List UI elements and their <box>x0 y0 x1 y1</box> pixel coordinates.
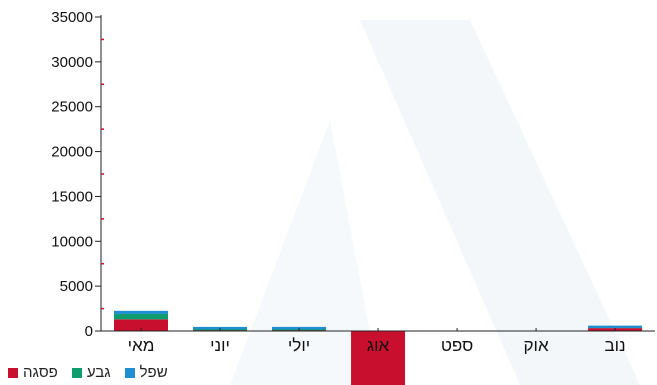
bar-segment[interactable] <box>351 331 406 385</box>
x-tick-label: יולי <box>288 336 310 355</box>
x-tick-label: יוני <box>210 336 230 355</box>
legend-swatch-low <box>124 367 135 378</box>
legend-label-peak: פסגה <box>23 364 58 381</box>
legend: פסגה גבע שפל <box>8 364 168 381</box>
legend-label-mid: גבע <box>86 364 111 381</box>
y-axis: 0 5000 10000 15000 20000 25000 30000 35000 <box>51 9 104 340</box>
y-tick-label: 5000 <box>60 278 93 295</box>
bar-segment[interactable] <box>588 325 643 329</box>
x-tick-label: מאי <box>128 336 155 355</box>
x-tick-label: אוג <box>367 336 390 355</box>
y-tick-label: 0 <box>85 323 93 340</box>
legend-swatch-peak <box>8 367 18 378</box>
legend-item-mid[interactable]: גבע <box>71 364 111 381</box>
x-tick-label: ספט <box>441 336 473 355</box>
legend-item-peak[interactable]: פסגה <box>8 364 58 381</box>
legend-label-low: שפל <box>139 364 168 381</box>
legend-item-low[interactable]: שפל <box>124 364 168 381</box>
x-tick-label: נוב <box>604 336 625 355</box>
y-tick-label: 30000 <box>51 54 93 71</box>
x-axis: מאי יוני יולי אוג ספט אוק נוב <box>101 328 655 355</box>
legend-swatch-mid <box>71 367 82 378</box>
bar-segment[interactable] <box>114 310 168 314</box>
y-tick-label: 20000 <box>51 144 93 161</box>
y-tick-label: 10000 <box>51 233 93 250</box>
y-tick-label: 25000 <box>51 99 93 116</box>
y-tick-label: 35000 <box>51 9 93 26</box>
bar-segment[interactable] <box>114 319 168 331</box>
y-tick-label: 15000 <box>51 188 93 205</box>
bar-segment[interactable] <box>114 313 168 320</box>
x-tick-label: אוק <box>524 336 549 355</box>
